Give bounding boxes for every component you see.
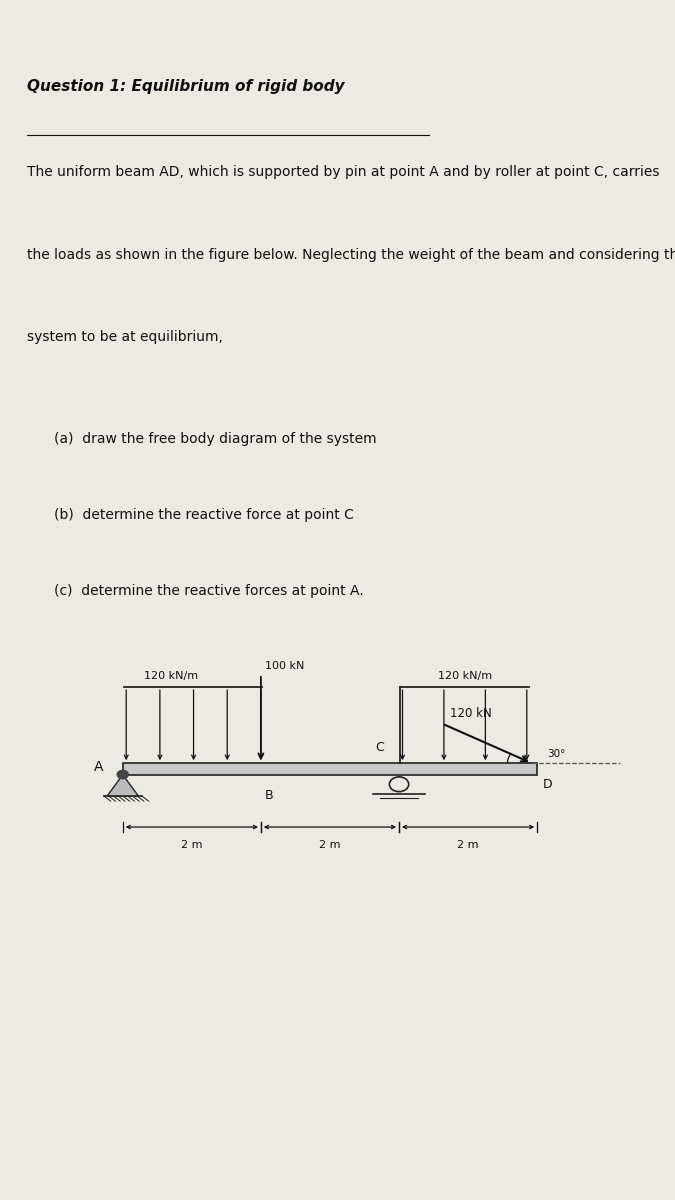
Text: A: A	[94, 760, 103, 774]
Text: 120 kN/m: 120 kN/m	[437, 671, 491, 680]
Polygon shape	[107, 775, 138, 796]
Text: (b)  determine the reactive force at point C: (b) determine the reactive force at poin…	[54, 509, 354, 522]
Text: 2 m: 2 m	[319, 840, 341, 851]
Bar	[123, 763, 537, 775]
Text: D: D	[543, 779, 552, 792]
Text: system to be at equilibrium,: system to be at equilibrium,	[27, 330, 223, 344]
Text: 100 kN: 100 kN	[265, 661, 304, 671]
Text: the loads as shown in the figure below. Neglecting the weight of the beam and co: the loads as shown in the figure below. …	[27, 247, 675, 262]
Text: C: C	[375, 742, 384, 754]
Text: Question 1: Equilibrium of rigid body: Question 1: Equilibrium of rigid body	[27, 79, 345, 95]
Text: 120 kN/m: 120 kN/m	[144, 671, 198, 680]
Text: (c)  determine the reactive forces at point A.: (c) determine the reactive forces at poi…	[54, 584, 364, 598]
Circle shape	[117, 770, 128, 779]
Text: B: B	[265, 790, 273, 802]
Text: 30°: 30°	[547, 749, 565, 758]
Text: 2 m: 2 m	[458, 840, 479, 851]
Text: 2 m: 2 m	[181, 840, 202, 851]
Text: The uniform beam AD, which is supported by pin at point A and by roller at point: The uniform beam AD, which is supported …	[27, 164, 659, 179]
Text: (a)  draw the free body diagram of the system: (a) draw the free body diagram of the sy…	[54, 432, 377, 446]
Text: 120 kN: 120 kN	[450, 707, 492, 720]
